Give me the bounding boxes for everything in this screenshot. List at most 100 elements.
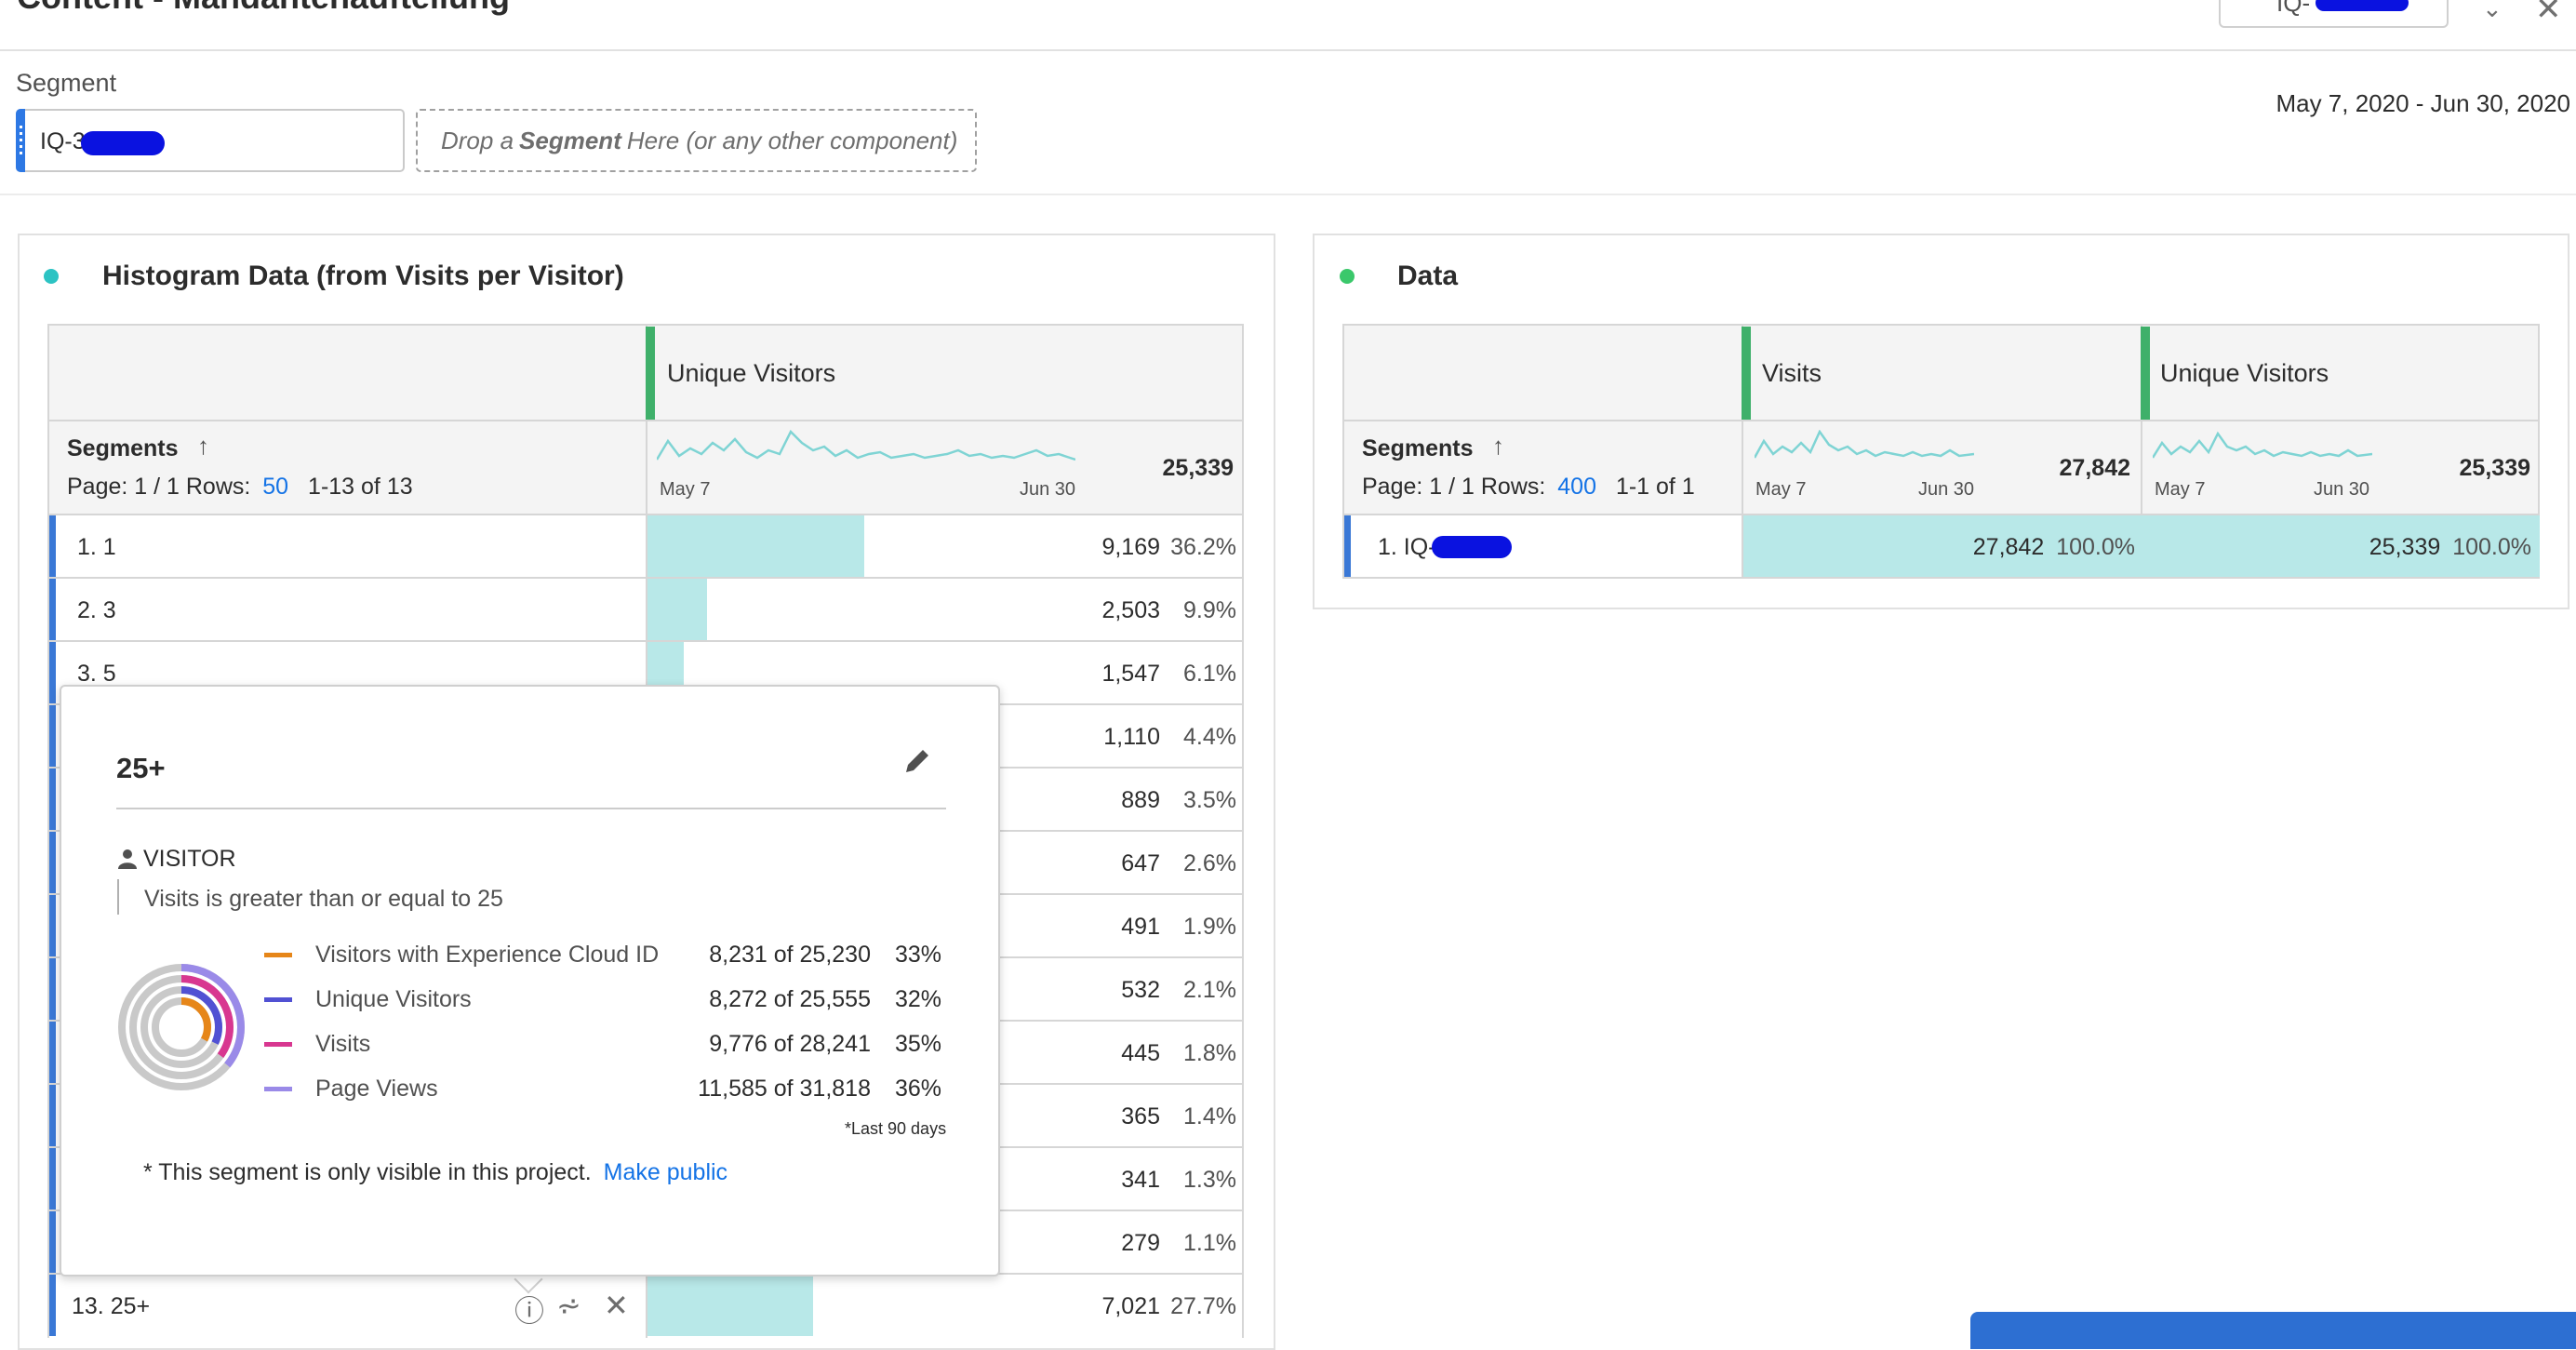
visits-bar — [1743, 515, 2142, 577]
panel-status-dot — [1340, 269, 1355, 284]
row-label: 1. 1 — [77, 534, 116, 560]
row-value-number: 1,110 — [1103, 724, 1160, 750]
table-row[interactable]: 1. IQ- 27,842 100.0% 25,339 100.0% — [1342, 515, 2540, 579]
sparkline-end: Jun 30 — [1020, 479, 1076, 500]
donut-arc — [140, 986, 222, 1068]
row-value-number: 532 — [1121, 977, 1160, 1003]
row-value-number: 1,547 — [1101, 661, 1160, 687]
metric-column-header-unique-visitors[interactable]: Unique Visitors — [2160, 359, 2329, 387]
row-label: 2. 3 — [77, 597, 116, 623]
sparkline-start: May 7 — [660, 479, 711, 500]
drop-zone-prefix: Drop a — [441, 126, 514, 154]
sparkline-start: May 7 — [1755, 479, 1807, 500]
metric-swatch — [264, 1042, 292, 1047]
row-value: 1,547 6.1% — [942, 661, 1236, 688]
sparkline-unique-visitors — [2153, 431, 2372, 459]
row-value-pct: 1.8% — [1183, 1040, 1236, 1066]
info-icon[interactable]: ⓘ — [514, 1294, 545, 1328]
date-range[interactable]: May 7, 2020 - Jun 30, 2020 — [2276, 89, 2570, 117]
close-icon[interactable]: ✕ — [2535, 0, 2562, 27]
row-value-pct: 1.1% — [1183, 1230, 1236, 1256]
project-title: Content - Mandantenaufteilung — [17, 0, 510, 17]
row-bar — [647, 579, 707, 640]
applied-segment-chip[interactable]: IQ-3 — [16, 109, 405, 172]
metric-drag-handle[interactable] — [646, 327, 655, 420]
row-marker — [1344, 515, 1351, 577]
redaction — [1432, 536, 1512, 558]
row-marker — [49, 705, 56, 767]
divider — [116, 808, 946, 809]
row-marker — [49, 1148, 56, 1210]
drop-zone-bold: Segment — [519, 126, 621, 154]
metric-swatch — [264, 997, 292, 1002]
header-divider — [1342, 420, 2540, 421]
divider — [0, 49, 2576, 51]
row-value-number: 2,503 — [1101, 597, 1160, 623]
row-value: 9,169 36.2% — [942, 534, 1236, 561]
sort-ascending-icon[interactable]: ↑ — [1492, 432, 1504, 460]
table-row[interactable]: 13. 25+ 7,021 27.7% ⓘ ⩫ ✕ — [47, 1275, 1244, 1338]
row-bar — [647, 1275, 813, 1336]
row-marker — [49, 1275, 56, 1336]
metric-value: 9,776 of 28,241 — [709, 1031, 871, 1057]
segment-selector[interactable]: IQ- — [2219, 0, 2449, 28]
row-value-pct: 2.6% — [1183, 850, 1236, 876]
metric-drag-handle[interactable] — [1742, 327, 1751, 420]
dimension-header[interactable]: Segments — [1362, 435, 1474, 461]
dimension-header[interactable]: Segments — [67, 435, 179, 461]
panel-title: Data — [1397, 261, 1459, 291]
row-value-pct: 27.7% — [1170, 1293, 1236, 1319]
unique-visitors-bar — [2142, 515, 2540, 577]
make-public-link[interactable]: Make public — [603, 1159, 728, 1185]
add-breakdown-icon[interactable]: ⩫ — [556, 1289, 581, 1322]
row-value-pct: 6.1% — [1183, 661, 1236, 687]
metric-column-header[interactable]: Unique Visitors — [667, 359, 836, 387]
redaction — [2316, 0, 2409, 11]
metric-drag-handle[interactable] — [2141, 327, 2150, 420]
row-value-number: 341 — [1121, 1167, 1160, 1193]
sparkline-end: Jun 30 — [2314, 479, 2370, 500]
pencil-icon[interactable] — [901, 744, 934, 778]
visibility-note-text: * This segment is only visible in this p… — [143, 1159, 592, 1185]
container-label: VISITOR — [143, 846, 236, 872]
panel-title: Histogram Data (from Visits per Visitor) — [102, 261, 624, 291]
metric-pct: 36% — [894, 1076, 941, 1102]
visits-pct: 100.0% — [2056, 534, 2135, 560]
table-row[interactable]: 1. 1 9,169 36.2% — [47, 515, 1244, 579]
drag-handle-icon[interactable] — [16, 109, 25, 172]
row-value: 1,110 4.4% — [942, 724, 1236, 751]
row-value-number: 445 — [1121, 1040, 1160, 1066]
row-value: 279 1.1% — [942, 1230, 1236, 1257]
rows-select[interactable]: 400 — [1557, 474, 1596, 500]
row-value-number: 889 — [1121, 787, 1160, 813]
row-value: 532 2.1% — [942, 977, 1236, 1004]
notification-bar[interactable] — [1970, 1312, 2576, 1349]
rows-select[interactable]: 50 — [262, 474, 289, 500]
visits-value: 27,842 100.0% — [1865, 534, 2135, 561]
chevron-down-icon[interactable]: ⌄ — [2482, 0, 2503, 22]
sparkline-end: Jun 30 — [1918, 479, 1975, 500]
column-total-visits: 27,842 — [2059, 455, 2130, 481]
donut-arc — [129, 975, 234, 1079]
panel-status-dot — [44, 269, 59, 284]
row-value-pct: 9.9% — [1183, 597, 1236, 623]
table-row[interactable]: 2. 3 2,503 9.9% — [47, 579, 1244, 642]
remove-icon[interactable]: ✕ — [604, 1289, 629, 1322]
row-label: 1. IQ- — [1378, 534, 1436, 560]
column-divider — [2141, 324, 2142, 579]
page-text: Page: 1 / 1 Rows: — [1362, 474, 1546, 500]
metric-column-header-visits[interactable]: Visits — [1762, 359, 1822, 387]
donut-arc — [152, 997, 211, 1057]
row-marker — [49, 1022, 56, 1083]
row-value-number: 365 — [1121, 1103, 1160, 1129]
segment-drop-zone[interactable]: Drop a Segment Here (or any other compon… — [416, 109, 977, 172]
uv-number: 25,339 — [2369, 534, 2441, 560]
metric-value: 8,231 of 25,230 — [709, 942, 871, 968]
row-value: 491 1.9% — [942, 914, 1236, 941]
sparkline-visits — [1755, 430, 1974, 459]
metric-pct: 33% — [894, 942, 941, 968]
footnote: *Last 90 days — [845, 1119, 947, 1138]
metric-pct: 35% — [894, 1031, 941, 1057]
popover-title: 25+ — [116, 752, 166, 784]
sort-ascending-icon[interactable]: ↑ — [197, 432, 209, 460]
